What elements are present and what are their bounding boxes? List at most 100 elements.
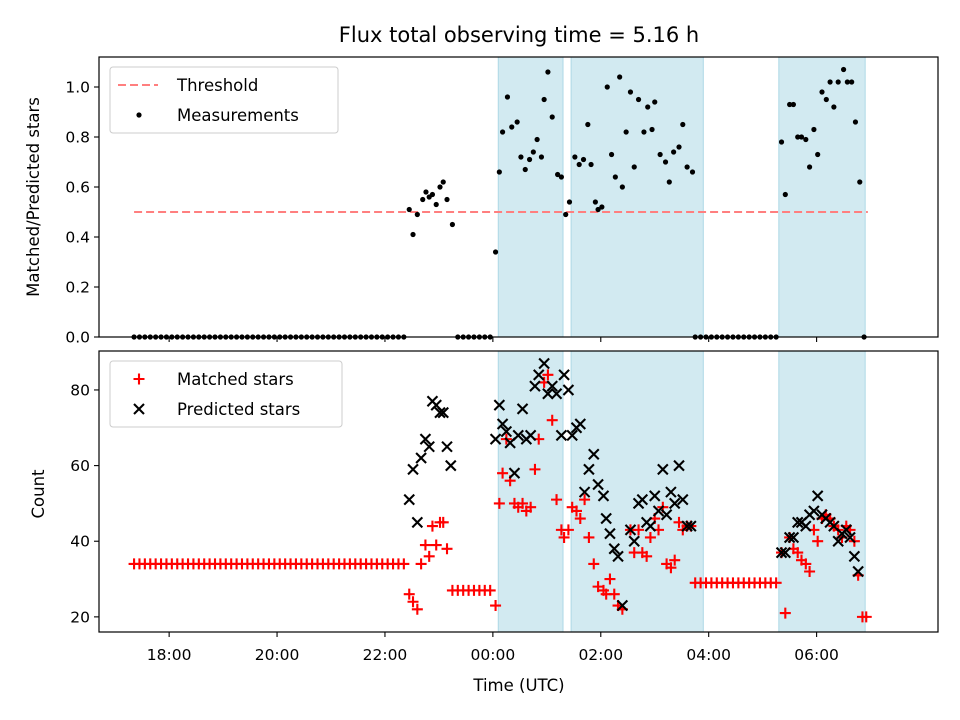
- data-point: [529, 463, 541, 475]
- data-point: [437, 516, 449, 528]
- data-point: [645, 104, 651, 110]
- data-point: [840, 66, 847, 73]
- data-point: [844, 79, 850, 85]
- data-point: [666, 179, 672, 185]
- data-point: [782, 191, 788, 198]
- data-point: [819, 89, 825, 95]
- data-point: [665, 486, 677, 498]
- ratio-y-axis-label: Matched/Predicted stars: [24, 97, 43, 297]
- data-point: [652, 505, 665, 517]
- data-point: [677, 493, 689, 506]
- series-measurements: [131, 66, 867, 340]
- data-point: [860, 611, 872, 623]
- data-point: [555, 429, 568, 442]
- data-point: [680, 121, 686, 128]
- data-point: [671, 149, 677, 155]
- data-point: [563, 211, 569, 218]
- data-point: [599, 204, 605, 210]
- data-point: [578, 486, 591, 498]
- data-point: [608, 151, 615, 158]
- data-point: [546, 414, 558, 426]
- data-point: [595, 206, 601, 213]
- y-tick-label: 60: [70, 457, 90, 475]
- data-point: [410, 231, 416, 238]
- data-point: [583, 531, 595, 543]
- data-point: [832, 535, 844, 547]
- data-point: [616, 599, 629, 612]
- data-point: [779, 607, 791, 619]
- data-point: [512, 429, 524, 442]
- data-point: [484, 584, 496, 596]
- legend-marker-swatch: [133, 373, 145, 385]
- data-point: [840, 524, 853, 536]
- data-point: [574, 418, 587, 430]
- data-point: [844, 531, 856, 544]
- data-point: [497, 467, 509, 479]
- data-point: [612, 550, 624, 563]
- data-point: [811, 126, 817, 133]
- data-point: [676, 144, 682, 150]
- data-point: [420, 196, 426, 203]
- data-point: [403, 493, 415, 506]
- count-y-axis-label: Count: [29, 469, 48, 519]
- data-point: [426, 520, 438, 532]
- data-point: [689, 169, 696, 175]
- data-point: [665, 562, 677, 574]
- y-tick-label: 0.8: [65, 129, 90, 147]
- data-point: [684, 164, 690, 170]
- data-point: [415, 558, 427, 570]
- count-panel: 20 40 60 80 18:00 20:00 22:00 00:00 02:00 04:00 06…: [70, 350, 939, 664]
- data-point: [792, 547, 804, 559]
- data-point: [811, 490, 824, 502]
- data-point: [549, 114, 555, 120]
- data-point: [489, 433, 502, 445]
- observing-interval-band: [497, 350, 564, 633]
- data-point: [623, 129, 629, 135]
- data-point: [445, 459, 457, 472]
- data-point: [411, 603, 423, 615]
- data-point: [812, 535, 824, 547]
- data-point: [648, 490, 661, 502]
- y-tick-label: 80: [70, 381, 90, 399]
- data-point: [803, 136, 809, 143]
- data-point: [441, 543, 453, 555]
- observing-interval-band: [497, 56, 564, 338]
- data-point: [808, 505, 820, 517]
- data-point: [806, 164, 813, 170]
- data-point: [641, 550, 653, 562]
- data-point: [662, 159, 669, 165]
- data-point: [434, 406, 446, 419]
- data-point: [496, 418, 509, 430]
- data-point: [542, 369, 554, 381]
- data-point: [574, 513, 586, 525]
- data-point: [588, 448, 600, 460]
- data-point: [798, 134, 805, 140]
- data-point: [635, 96, 642, 103]
- data-point: [558, 369, 570, 381]
- data-point: [783, 531, 796, 544]
- x-tick-label: 06:00: [794, 646, 839, 664]
- data-point: [423, 550, 435, 562]
- data-point: [441, 440, 453, 453]
- data-point: [444, 196, 450, 203]
- data-point: [608, 543, 621, 555]
- data-point: [815, 151, 821, 158]
- axes-frame: [98, 56, 939, 338]
- data-point: [407, 596, 419, 608]
- data-point: [579, 494, 591, 506]
- data-point: [517, 497, 529, 509]
- data-point: [532, 369, 545, 381]
- data-point: [827, 79, 833, 85]
- legend-label: Matched stars: [177, 370, 294, 389]
- legend-label: Threshold: [176, 76, 258, 95]
- data-point: [514, 119, 520, 125]
- data-point: [660, 509, 673, 521]
- ratio-panel: 0.0 0.2 0.4 0.6 0.8 1.0 Threshold Measurements: [65, 56, 939, 347]
- data-point: [823, 96, 829, 103]
- data-point: [558, 531, 570, 543]
- data-point: [407, 463, 419, 476]
- data-point: [429, 191, 436, 198]
- y-tick-label: 20: [70, 608, 90, 626]
- data-point: [608, 588, 620, 600]
